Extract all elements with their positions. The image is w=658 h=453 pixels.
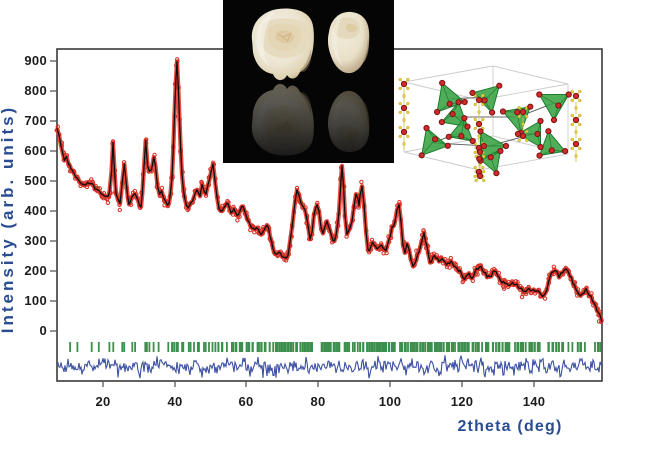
svg-text:2theta (deg): 2theta (deg) [457, 418, 562, 435]
svg-text:500: 500 [24, 173, 47, 188]
svg-text:800: 800 [24, 83, 47, 98]
svg-text:80: 80 [310, 394, 325, 409]
svg-text:40: 40 [167, 394, 182, 409]
svg-text:60: 60 [238, 394, 253, 409]
svg-text:100: 100 [379, 394, 402, 409]
svg-text:120: 120 [451, 394, 474, 409]
svg-text:0: 0 [39, 323, 47, 338]
svg-text:200: 200 [24, 263, 47, 278]
svg-text:140: 140 [523, 394, 546, 409]
svg-text:Intensity (arb. units): Intensity (arb. units) [0, 105, 17, 333]
svg-text:900: 900 [24, 53, 47, 68]
svg-text:400: 400 [24, 203, 47, 218]
svg-text:20: 20 [95, 394, 110, 409]
svg-text:100: 100 [24, 293, 47, 308]
svg-text:700: 700 [24, 113, 47, 128]
svg-text:600: 600 [24, 143, 47, 158]
svg-text:300: 300 [24, 233, 47, 248]
